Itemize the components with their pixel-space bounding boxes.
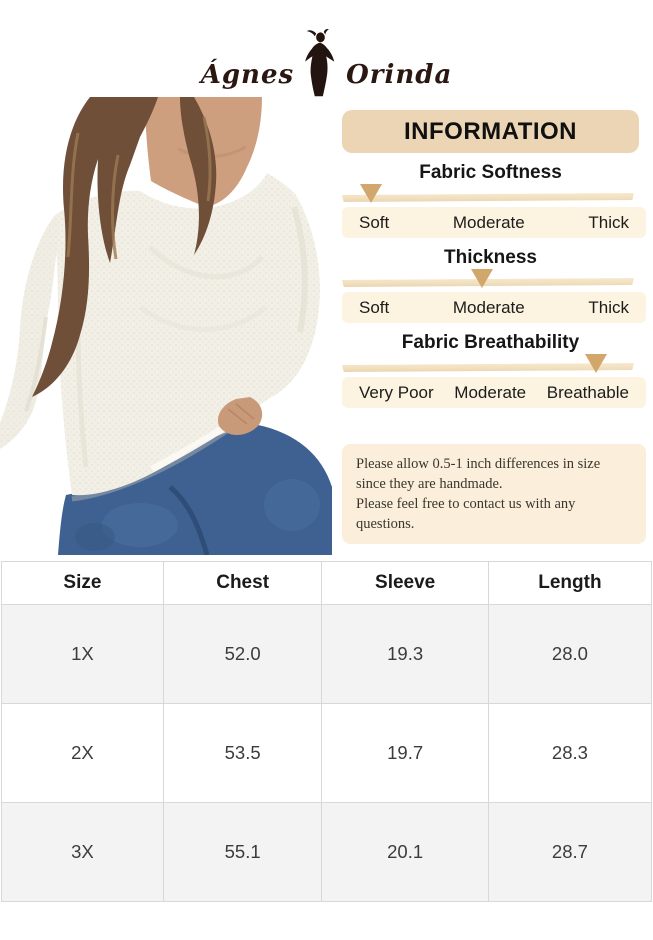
scale-label: Soft bbox=[359, 212, 390, 232]
size-chart-header-row: Size Chest Sleeve Length bbox=[1, 561, 653, 605]
scale-label: Thick bbox=[588, 212, 629, 232]
column-header-sleeve: Sleeve bbox=[321, 561, 489, 605]
fabric-softness-labels: Soft Moderate Thick bbox=[342, 207, 646, 238]
fabric-breathability-title: Fabric Breathability bbox=[401, 332, 580, 353]
cell-size: 2X bbox=[1, 703, 164, 803]
brand-name-last: Orinda bbox=[346, 60, 453, 90]
model-photo-illustration bbox=[0, 97, 340, 555]
scale-label: Breathable bbox=[546, 382, 629, 402]
cell-sleeve: 20.1 bbox=[321, 802, 489, 902]
product-photo bbox=[0, 97, 340, 555]
scale-arrow-icon bbox=[585, 354, 608, 373]
fabric-breathability-labels: Very Poor Moderate Breathable bbox=[342, 377, 646, 408]
column-header-length: Length bbox=[487, 561, 653, 605]
cell-length: 28.0 bbox=[487, 604, 653, 704]
fabric-breathability-scale bbox=[342, 354, 634, 375]
thickness-labels: Soft Moderate Thick bbox=[342, 292, 646, 323]
scale-arrow-icon bbox=[360, 184, 383, 203]
table-row-3x: 3X 55.1 20.1 28.7 bbox=[1, 802, 653, 902]
info-header: INFORMATION bbox=[342, 110, 639, 153]
cell-length: 28.7 bbox=[487, 802, 653, 902]
column-header-chest: Chest bbox=[162, 561, 323, 605]
size-chart-table: Size Chest Sleeve Length 1X 52.0 19.3 28… bbox=[1, 561, 653, 902]
cell-size: 1X bbox=[1, 604, 164, 704]
cell-length: 28.3 bbox=[487, 703, 653, 803]
fabric-softness-scale bbox=[342, 184, 634, 205]
cell-chest: 52.0 bbox=[162, 604, 323, 704]
thickness-scale bbox=[342, 269, 634, 290]
brand-logo: Ágnes Orinda bbox=[0, 18, 653, 98]
table-row-2x: 2X 53.5 19.7 28.3 bbox=[1, 703, 653, 803]
scale-label: Soft bbox=[359, 297, 390, 317]
scale-label: Thick bbox=[588, 297, 629, 317]
woman-silhouette-icon bbox=[305, 28, 335, 97]
scale-bar bbox=[342, 193, 634, 202]
scale-label: Moderate bbox=[452, 212, 525, 232]
brand-name-first: Ágnes bbox=[200, 60, 295, 90]
column-header-size: Size bbox=[1, 561, 164, 605]
table-row-1x: 1X 52.0 19.3 28.0 bbox=[1, 604, 653, 704]
note-box: Please allow 0.5-1 inch differences in s… bbox=[342, 444, 646, 544]
cell-chest: 53.5 bbox=[162, 703, 323, 803]
fabric-softness-title: Fabric Softness bbox=[419, 162, 562, 183]
note-line: Please feel free to contact us with any … bbox=[356, 496, 576, 532]
cell-size: 3X bbox=[1, 802, 164, 902]
note-line: Please allow 0.5-1 inch differences in s… bbox=[356, 456, 601, 492]
scale-label: Moderate bbox=[454, 382, 527, 402]
scale-label: Very Poor bbox=[359, 382, 434, 402]
cell-chest: 55.1 bbox=[162, 802, 323, 902]
cell-sleeve: 19.7 bbox=[321, 703, 489, 803]
thickness-title: Thickness bbox=[444, 247, 537, 268]
scale-bar bbox=[342, 363, 634, 372]
scale-label: Moderate bbox=[452, 297, 525, 317]
scale-arrow-icon bbox=[471, 269, 494, 288]
info-panel: INFORMATION Fabric Softness Soft Moderat… bbox=[342, 110, 648, 544]
cell-sleeve: 19.3 bbox=[321, 604, 489, 704]
